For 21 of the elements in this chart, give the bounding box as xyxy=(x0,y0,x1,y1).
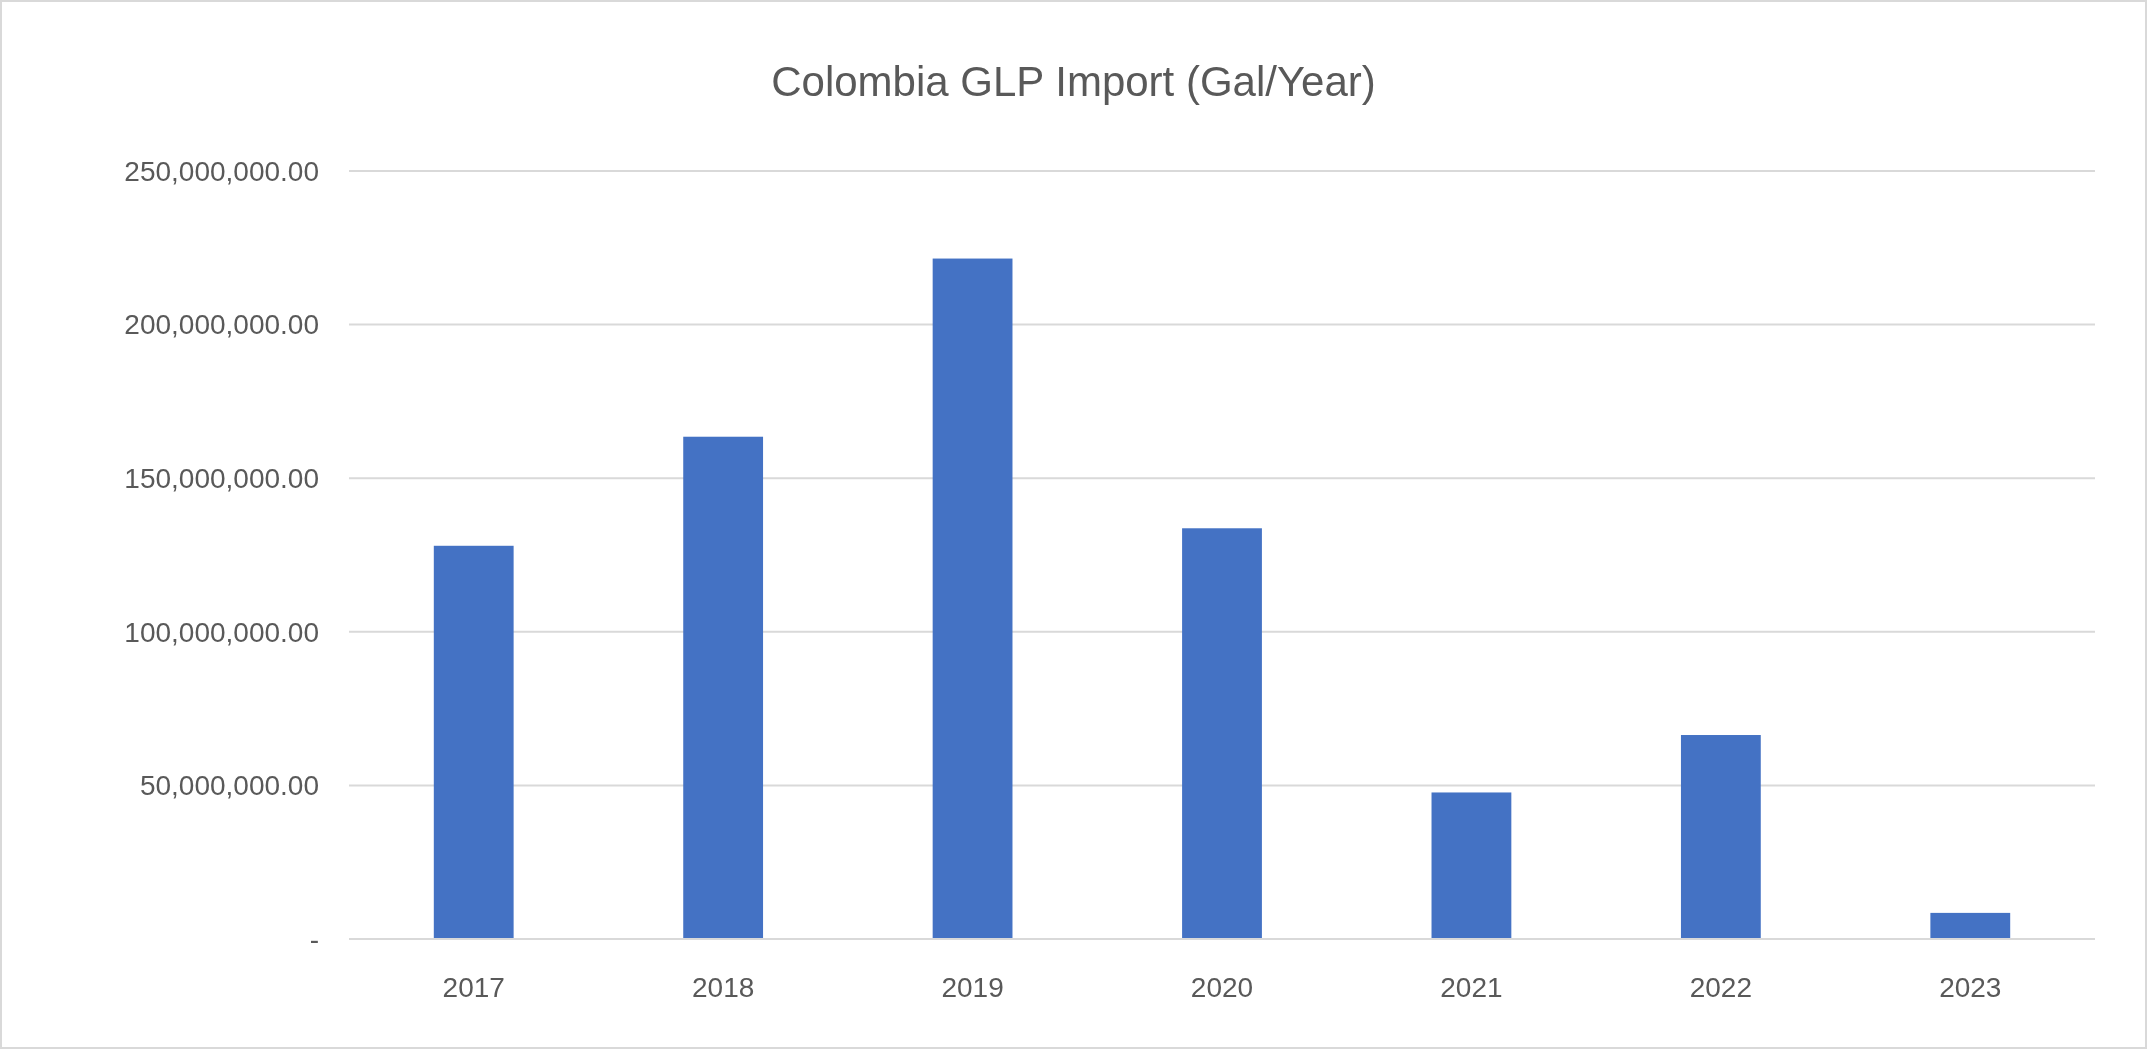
y-tick-label: 100,000,000.00 xyxy=(124,616,319,648)
x-tick-label: 2019 xyxy=(941,972,1004,1003)
x-tick-label: 2020 xyxy=(1190,972,1254,1003)
y-tick-label: 50,000,000.00 xyxy=(139,770,319,802)
y-tick-label: - xyxy=(309,923,319,955)
bar xyxy=(1680,735,1761,939)
bar xyxy=(1930,912,2011,939)
x-tick-label: 2022 xyxy=(1689,972,1753,1003)
bar xyxy=(433,545,514,939)
chart-title: Colombia GLP Import (Gal/Year) xyxy=(771,58,1376,105)
bar xyxy=(1431,792,1512,939)
x-tick-label: 2021 xyxy=(1440,972,1503,1003)
x-tick-label: 2023 xyxy=(1939,972,2002,1003)
y-tick-label: 200,000,000.00 xyxy=(124,309,319,341)
y-tick-label: 250,000,000.00 xyxy=(124,155,319,187)
y-tick-label: 150,000,000.00 xyxy=(124,463,319,494)
bar xyxy=(683,436,764,939)
bar xyxy=(932,258,1013,939)
x-tick-label: 2017 xyxy=(442,972,505,1003)
bar xyxy=(1182,528,1262,939)
x-tick-label: 2018 xyxy=(691,972,755,1003)
